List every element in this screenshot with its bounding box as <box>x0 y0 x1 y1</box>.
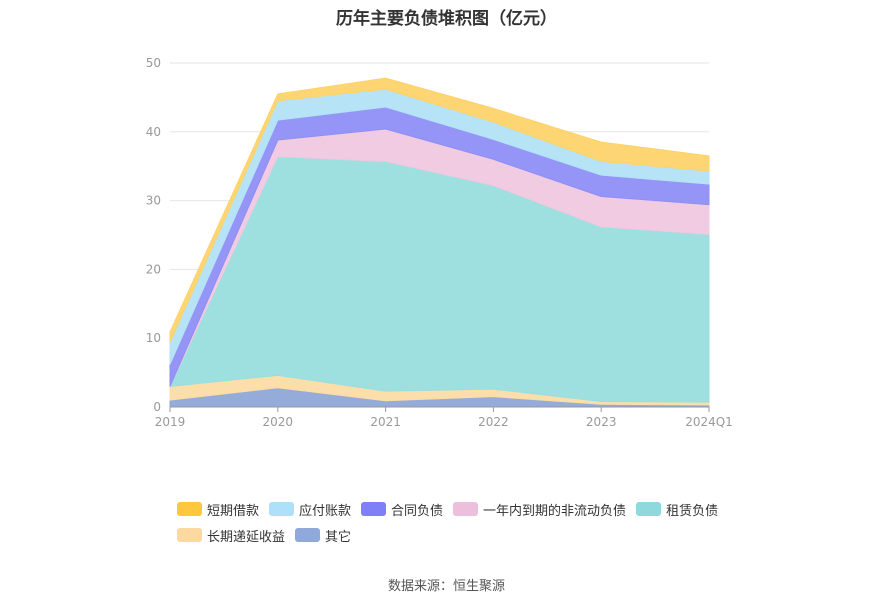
source-note: 数据来源：恒生聚源 <box>387 579 505 594</box>
y-tick-label: 50 <box>146 56 161 70</box>
legend-label: 租赁负债 <box>666 503 719 519</box>
legend-item[interactable]: 合同负债 <box>361 500 443 519</box>
y-tick-label: 20 <box>146 262 161 276</box>
legend-swatch <box>295 528 321 542</box>
x-tick-label: 2021 <box>370 415 401 429</box>
legend-item[interactable]: 应付账款 <box>269 500 351 519</box>
axis-layer: 0 10 20 30 40 50 2019 2020 2021 2022 2023 2024Q1 <box>146 56 733 429</box>
legend-row: 短期借款 应付账款 合同负债 一年内到期的非流动负债 租赁负债 <box>177 496 777 522</box>
legend-swatch <box>453 502 479 516</box>
x-tick-label: 2022 <box>478 415 509 429</box>
legend-swatch <box>177 502 202 516</box>
legend-label: 短期借款 <box>207 503 260 519</box>
x-tick-label: 2023 <box>586 415 617 429</box>
legend-item[interactable]: 短期借款 <box>177 500 259 519</box>
area-series <box>169 77 710 343</box>
y-tick-label: 0 <box>153 400 161 414</box>
legend-label: 其它 <box>325 529 352 545</box>
legend-label: 长期递延收益 <box>207 529 286 545</box>
area-series-layer <box>169 77 710 408</box>
y-tick-label: 40 <box>146 125 161 139</box>
legend-item[interactable]: 其它 <box>295 526 351 545</box>
legend: 短期借款 应付账款 合同负债 一年内到期的非流动负债 租赁负债长期递延收益 其它 <box>177 496 777 548</box>
legend-swatch <box>269 502 295 516</box>
legend-label: 合同负债 <box>391 503 444 519</box>
legend-label: 应付账款 <box>299 503 352 519</box>
legend-swatch <box>636 502 662 516</box>
x-tick-label: 2024Q1 <box>685 415 733 429</box>
y-tick-label: 10 <box>146 331 161 345</box>
y-tick-label: 30 <box>146 194 161 208</box>
legend-item[interactable]: 长期递延收益 <box>177 526 285 545</box>
legend-item[interactable]: 一年内到期的非流动负债 <box>453 500 626 519</box>
legend-label: 一年内到期的非流动负债 <box>483 503 627 519</box>
legend-swatch <box>177 528 202 542</box>
legend-swatch <box>361 502 387 516</box>
x-tick-label: 2019 <box>155 415 186 429</box>
legend-item[interactable]: 租赁负债 <box>636 500 718 519</box>
x-tick-label: 2020 <box>263 415 294 429</box>
legend-row: 长期递延收益 其它 <box>177 522 777 548</box>
chart-title: 历年主要负债堆积图（亿元） <box>336 9 557 29</box>
